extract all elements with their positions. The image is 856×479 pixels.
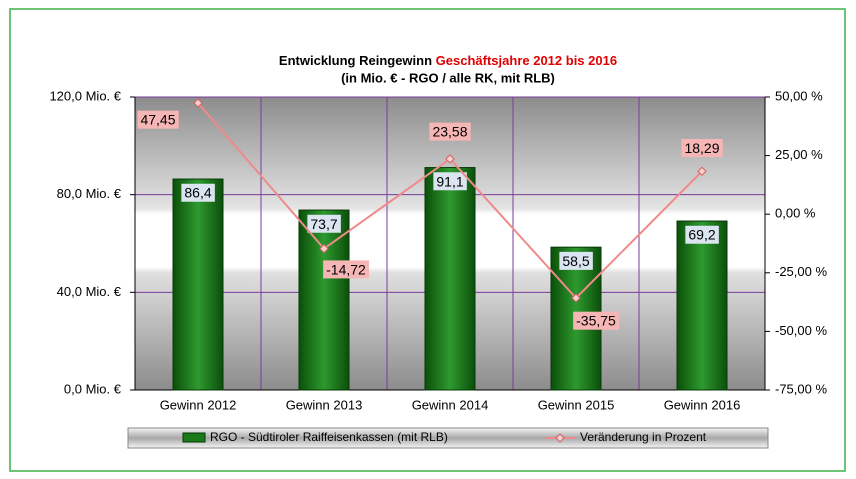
subtitle: (in Mio. € - RGO / alle RK, mit RLB): [341, 70, 555, 85]
y-tick-label: 80,0 Mio. €: [57, 186, 122, 201]
bar-value-label: 73,7: [310, 216, 337, 232]
bar: [424, 167, 476, 391]
label-box: [323, 260, 370, 279]
legend-label: Veränderung in Prozent: [580, 430, 707, 444]
x-tick-label: Gewinn 2015: [538, 397, 615, 412]
label-box: [573, 311, 620, 330]
legend-swatch: [182, 432, 206, 443]
bar-value-label: 69,2: [688, 227, 715, 243]
label-box: [137, 110, 179, 129]
line-value-label: -35,75: [576, 313, 616, 329]
line-marker: [193, 98, 203, 108]
y2-tick-label: 25,00 %: [775, 147, 823, 162]
line-value-label: 23,58: [432, 124, 467, 140]
line-value-label: 18,29: [684, 140, 719, 156]
label-box: [681, 139, 723, 158]
y-tick-label: 40,0 Mio. €: [57, 284, 122, 299]
line-marker: [445, 154, 455, 164]
y-tick-label: 0,0 Mio. €: [64, 381, 122, 396]
bar-value-label: 58,5: [562, 253, 589, 269]
label-box: [429, 122, 471, 141]
x-tick-label: Gewinn 2012: [160, 397, 237, 412]
x-tick-label: Gewinn 2016: [664, 397, 741, 412]
line-marker: [319, 243, 329, 254]
title: Entwicklung Reingewinn: [279, 53, 432, 68]
title-highlight: Geschäftsjahre 2012 bis 2016: [436, 53, 617, 68]
legend-label: RGO - Südtiroler Raiffeisenkassen (mit R…: [210, 430, 448, 444]
bar: [172, 178, 224, 391]
bar-value-label: 91,1: [436, 173, 463, 189]
y2-tick-label: -25,00 %: [775, 264, 827, 279]
chart-title: Entwicklung Reingewinn Geschäftsjahre 20…: [279, 53, 617, 68]
label-box: [433, 172, 467, 191]
line-value-label: 47,45: [140, 112, 175, 128]
y2-tick-label: 50,00 %: [775, 88, 823, 103]
y2-tick-label: -75,00 %: [775, 381, 827, 396]
label-box: [559, 251, 593, 270]
y-tick-label: 120,0 Mio. €: [49, 88, 121, 103]
line-value-label: -14,72: [326, 261, 366, 277]
bar-value-label: 86,4: [184, 185, 211, 201]
x-tick-label: Gewinn 2014: [412, 397, 489, 412]
line-marker: [697, 166, 707, 177]
bar: [298, 209, 350, 391]
label-box: [685, 225, 719, 244]
x-tick-label: Gewinn 2013: [286, 397, 363, 412]
bar: [676, 220, 728, 391]
label-box: [307, 214, 341, 233]
line-marker: [571, 293, 581, 303]
legend: [127, 427, 769, 449]
y2-tick-label: 0,00 %: [775, 206, 816, 221]
label-box: [181, 183, 215, 202]
legend-marker: [555, 433, 565, 443]
y2-tick-label: -50,00 %: [775, 323, 827, 338]
